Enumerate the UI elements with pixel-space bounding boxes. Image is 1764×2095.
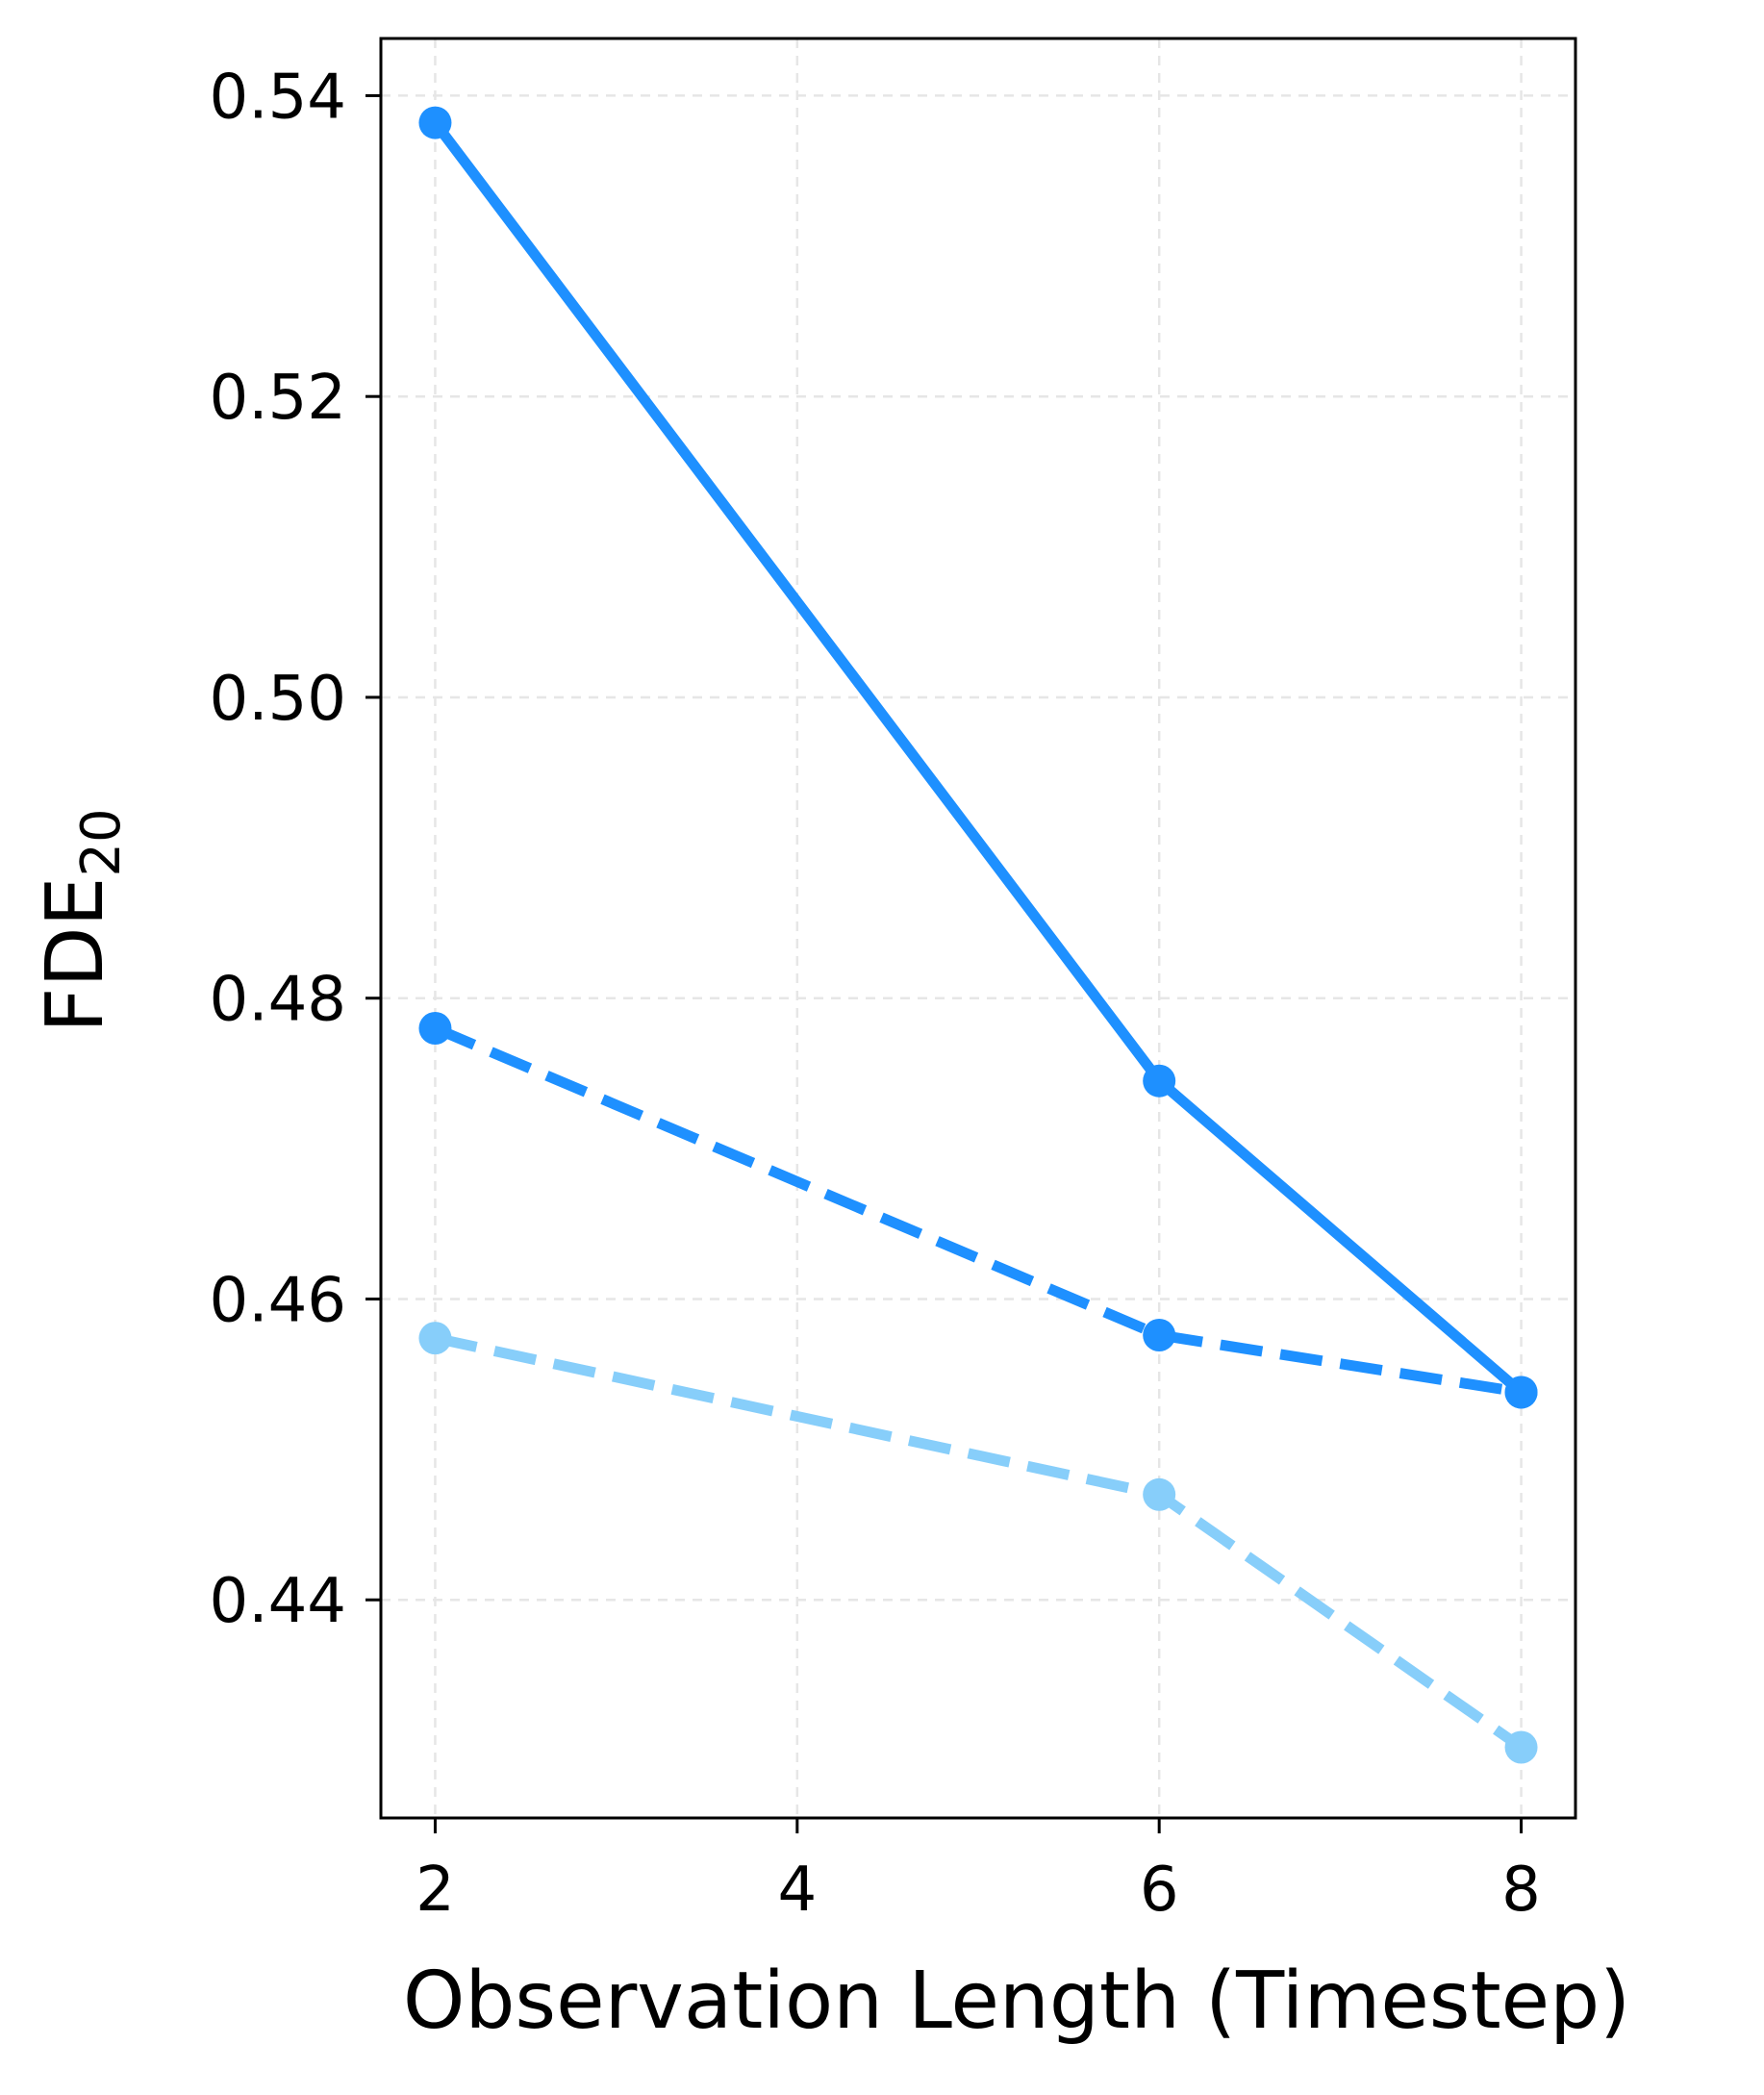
series-3-point: [1504, 1730, 1538, 1764]
x-axis-label: Observation Length (Timestep): [403, 1956, 1630, 2047]
series-2-point: [418, 1011, 452, 1045]
y-tick-label: 0.52: [210, 363, 347, 434]
series-3-point: [1143, 1477, 1176, 1511]
y-axis-label-main: FDE: [30, 877, 121, 1033]
y-tick-label: 0.54: [210, 62, 347, 133]
x-tick-label: 6: [1140, 1855, 1179, 1926]
y-tick-label: 0.44: [210, 1566, 347, 1637]
y-axis-label: FDE20: [30, 808, 133, 1032]
series-line-3: [434, 1332, 1525, 1753]
series-line-1: [431, 119, 1525, 1397]
x-tick-label: 8: [1501, 1855, 1541, 1926]
ticks: 2 4 6 8 0.44 0.46 0.48 0.50 0.52 0.54: [210, 62, 1541, 1926]
series-layer: [418, 106, 1538, 1764]
y-tick-label: 0.48: [210, 965, 347, 1036]
series-2-point: [1143, 1319, 1176, 1352]
series-2-point: [1504, 1376, 1538, 1409]
series-3-point: [418, 1322, 452, 1355]
x-tick-label: 2: [416, 1855, 455, 1926]
y-tick-label: 0.46: [210, 1265, 347, 1336]
series-1-point: [1143, 1064, 1176, 1098]
series-1-point: [418, 106, 452, 139]
y-axis-label-subscript: 20: [70, 808, 133, 876]
grid: [381, 38, 1575, 1818]
x-tick-label: 4: [777, 1855, 817, 1926]
plot-frame: [379, 37, 1577, 1820]
series-line-2: [433, 1022, 1523, 1398]
y-tick-label: 0.50: [210, 664, 347, 735]
